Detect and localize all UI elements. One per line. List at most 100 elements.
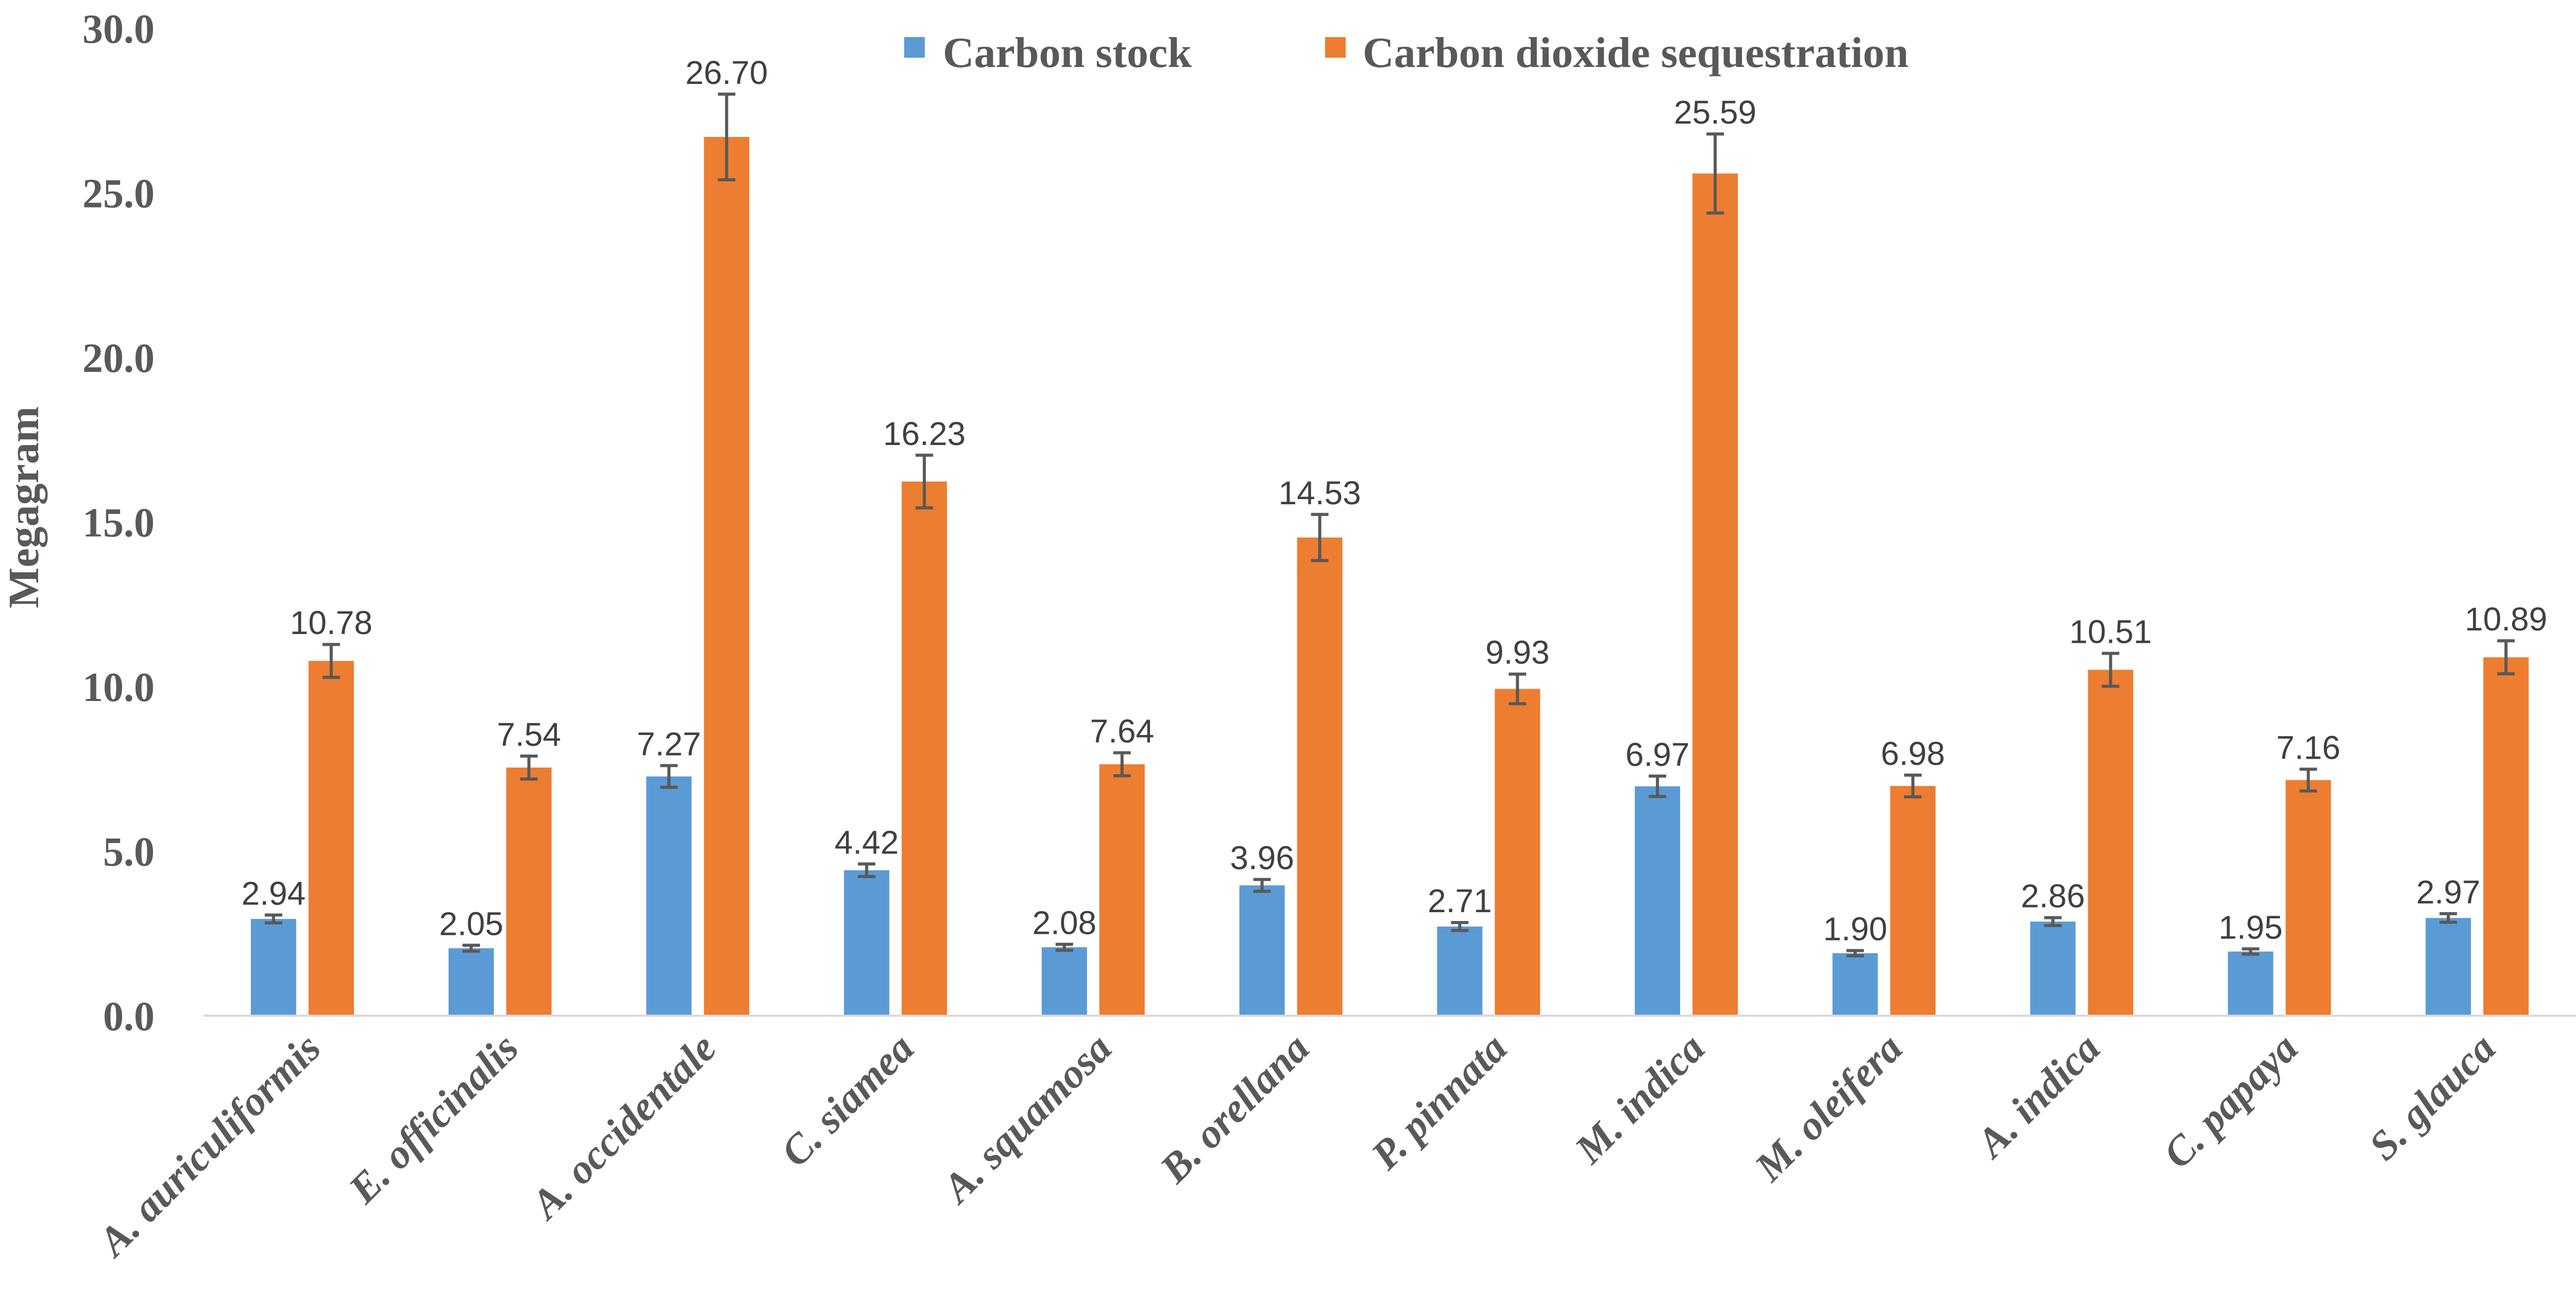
- error-bar-co2-sequestration: [1113, 751, 1131, 778]
- error-bar-carbon-stock: [462, 944, 480, 953]
- data-label-carbon-stock: 2.94: [242, 875, 306, 912]
- data-label-co2-sequestration: 14.53: [1279, 474, 1361, 511]
- data-label-co2-sequestration: 7.64: [1090, 712, 1155, 749]
- data-label-co2-sequestration: 25.59: [1674, 94, 1756, 131]
- bar-carbon-stock: [2228, 951, 2274, 1016]
- x-category-label: M. oleifera: [1745, 1026, 1911, 1191]
- error-bar-carbon-stock: [1649, 774, 1667, 798]
- data-label-co2-sequestration: 10.51: [2070, 613, 2152, 650]
- data-label-co2-sequestration: 9.93: [1485, 634, 1550, 671]
- y-tick-label: 0.0: [103, 994, 155, 1039]
- data-label-carbon-stock: 2.05: [439, 905, 503, 942]
- bar-co2-sequestration: [2483, 657, 2529, 1016]
- bar-carbon-stock: [844, 870, 890, 1016]
- legend: Carbon stock Carbon dioxide sequestratio…: [904, 29, 1908, 77]
- y-tick-label: 10.0: [82, 665, 155, 710]
- data-label-co2-sequestration: 10.89: [2465, 601, 2547, 638]
- error-bar-co2-sequestration: [1509, 672, 1527, 706]
- data-label-carbon-stock: 7.27: [637, 725, 701, 762]
- bar-carbon-stock: [1437, 926, 1483, 1016]
- data-label-carbon-stock: 1.95: [2218, 909, 2283, 946]
- error-bar-carbon-stock: [660, 764, 678, 789]
- x-category-label: M. indica: [1566, 1026, 1714, 1173]
- error-bar-co2-sequestration: [520, 754, 538, 781]
- data-label-co2-sequestration: 7.16: [2276, 729, 2341, 766]
- y-axis-title: Megagram: [0, 406, 48, 608]
- x-category-label: C. siamea: [772, 1026, 923, 1176]
- x-category-label: P. pinnata: [1362, 1026, 1516, 1179]
- bar-co2-sequestration: [506, 767, 552, 1016]
- bar-carbon-stock: [2426, 918, 2471, 1016]
- y-tick-label: 15.0: [82, 501, 155, 546]
- y-tick-label: 25.0: [82, 172, 155, 217]
- error-bar-carbon-stock: [1055, 943, 1073, 952]
- data-label-carbon-stock: 6.97: [1625, 736, 1690, 773]
- legend-label-carbon-stock: Carbon stock: [943, 29, 1192, 77]
- data-label-co2-sequestration: 7.54: [497, 716, 561, 753]
- data-label-carbon-stock: 2.71: [1428, 882, 1492, 919]
- bar-carbon-stock: [448, 948, 494, 1016]
- bar-co2-sequestration: [1297, 537, 1343, 1016]
- error-bar-co2-sequestration: [2497, 639, 2515, 676]
- bar-co2-sequestration: [704, 136, 750, 1016]
- bars: 2.94 10.78 2.05 7.54 7.27 26.70 4.42 16.23 2.08 7…: [242, 54, 2547, 1016]
- error-bar-carbon-stock: [2439, 912, 2458, 924]
- bar-co2-sequestration: [2088, 670, 2133, 1016]
- error-bar-co2-sequestration: [2299, 767, 2317, 793]
- bar-carbon-stock: [250, 919, 296, 1016]
- x-category-label: A. indica: [1967, 1026, 2109, 1168]
- bar-co2-sequestration: [2285, 780, 2331, 1016]
- bar-carbon-stock: [1832, 953, 1878, 1016]
- bar-carbon-stock: [2030, 921, 2076, 1016]
- x-category-label: S. glauca: [2361, 1026, 2504, 1169]
- error-bar-carbon-stock: [858, 862, 876, 878]
- data-label-co2-sequestration: 26.70: [685, 54, 768, 91]
- data-label-co2-sequestration: 10.78: [290, 604, 372, 641]
- error-bar-co2-sequestration: [718, 92, 736, 181]
- bar-carbon-stock: [1239, 885, 1285, 1016]
- error-bar-co2-sequestration: [916, 453, 934, 510]
- bar-co2-sequestration: [1099, 764, 1145, 1016]
- x-category-label: E. officinalis: [340, 1026, 528, 1213]
- bar-co2-sequestration: [1692, 173, 1738, 1016]
- x-category-label: A. auriculiformis: [88, 1026, 329, 1267]
- bar-co2-sequestration: [1890, 785, 1936, 1016]
- bar-co2-sequestration: [1495, 689, 1540, 1016]
- data-label-carbon-stock: 1.90: [1823, 910, 1888, 947]
- error-bar-carbon-stock: [1451, 921, 1469, 932]
- bar-co2-sequestration: [902, 481, 947, 1016]
- y-tick-label: 20.0: [82, 336, 155, 381]
- x-category-label: B. orellana: [1151, 1026, 1318, 1192]
- data-label-carbon-stock: 3.96: [1230, 839, 1294, 876]
- legend-swatch-carbon-stock: [904, 37, 925, 58]
- error-bar-co2-sequestration: [1706, 132, 1724, 215]
- error-bar-carbon-stock: [2242, 947, 2260, 956]
- x-category-label: A. squamosa: [933, 1026, 1120, 1213]
- error-bar-carbon-stock: [264, 913, 282, 925]
- bar-carbon-stock: [646, 776, 692, 1016]
- error-bar-carbon-stock: [1253, 878, 1271, 893]
- error-bar-carbon-stock: [2044, 916, 2062, 927]
- y-tick-label: 5.0: [103, 830, 155, 875]
- bar-carbon-stock: [1041, 947, 1087, 1016]
- data-label-carbon-stock: 4.42: [835, 824, 899, 861]
- data-label-carbon-stock: 2.08: [1032, 904, 1097, 941]
- y-tick-label: 30.0: [82, 7, 155, 52]
- legend-swatch-co2-sequestration: [1325, 37, 1346, 58]
- x-category-label: C. papaya: [2155, 1026, 2307, 1177]
- data-label-co2-sequestration: 16.23: [883, 415, 965, 452]
- error-bar-co2-sequestration: [322, 643, 340, 679]
- y-axis-ticks: 0.0 5.0 10.0 15.0 20.0 25.0 30.0: [82, 7, 155, 1039]
- data-label-carbon-stock: 2.97: [2416, 874, 2481, 911]
- x-category-label: A. occidentale: [521, 1026, 725, 1229]
- bar-carbon-stock: [1635, 786, 1681, 1016]
- error-bar-co2-sequestration: [1904, 773, 1922, 799]
- error-bar-carbon-stock: [1846, 949, 1864, 958]
- bar-co2-sequestration: [308, 661, 354, 1016]
- error-bar-co2-sequestration: [1311, 512, 1329, 562]
- data-label-co2-sequestration: 6.98: [1881, 735, 1945, 772]
- data-label-carbon-stock: 2.86: [2021, 878, 2085, 915]
- legend-label-co2-sequestration: Carbon dioxide sequestration: [1363, 29, 1908, 77]
